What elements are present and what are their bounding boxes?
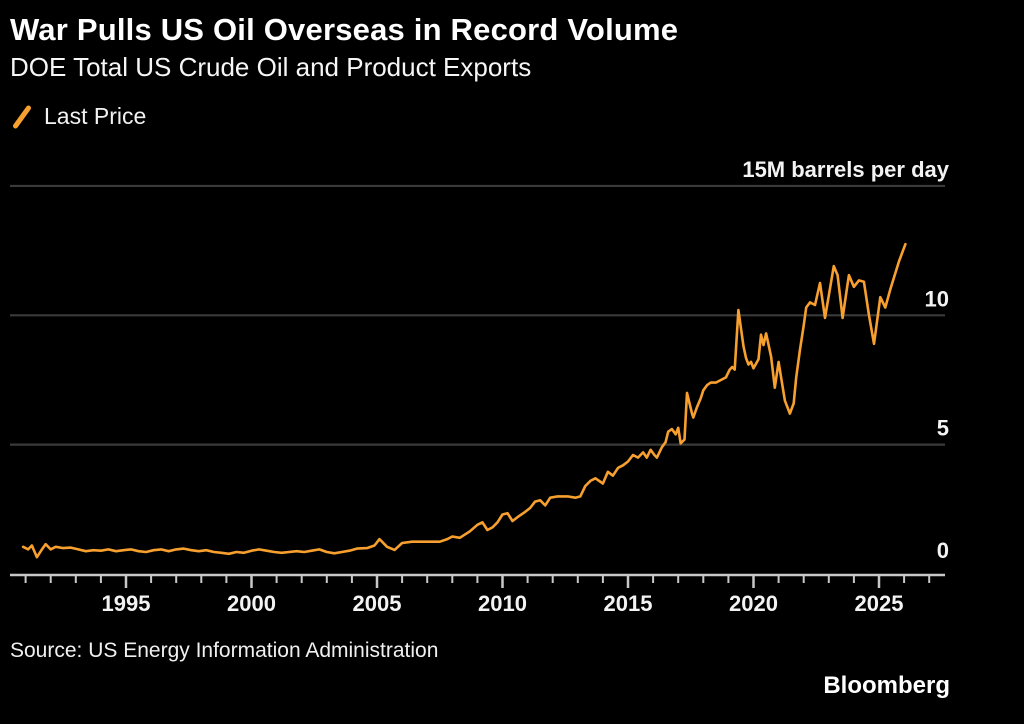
y-axis-label: 0 (937, 538, 949, 563)
x-axis-label: 2000 (227, 591, 276, 616)
x-axis-label: 2025 (855, 591, 904, 616)
last-price-slash-icon (13, 105, 31, 128)
y-axis-label: 5 (937, 416, 949, 441)
source-text: Source: US Energy Information Administra… (10, 639, 439, 662)
chart-subtitle: DOE Total US Crude Oil and Product Expor… (10, 52, 532, 82)
x-axis-label: 2010 (478, 591, 527, 616)
x-axis-label: 2020 (729, 591, 778, 616)
legend-label: Last Price (44, 103, 147, 129)
legend: Last Price (12, 103, 146, 130)
bloomberg-logo: Bloomberg (823, 672, 950, 699)
last-price-line (21, 242, 907, 559)
x-axis-label: 2005 (353, 591, 402, 616)
y-axis-label: 15M barrels per day (742, 157, 949, 182)
x-axis-label: 1995 (102, 591, 151, 616)
chart-title: War Pulls US Oil Overseas in Record Volu… (10, 12, 679, 47)
y-axis-label: 10 (925, 286, 949, 311)
x-axis-label: 2015 (604, 591, 653, 616)
